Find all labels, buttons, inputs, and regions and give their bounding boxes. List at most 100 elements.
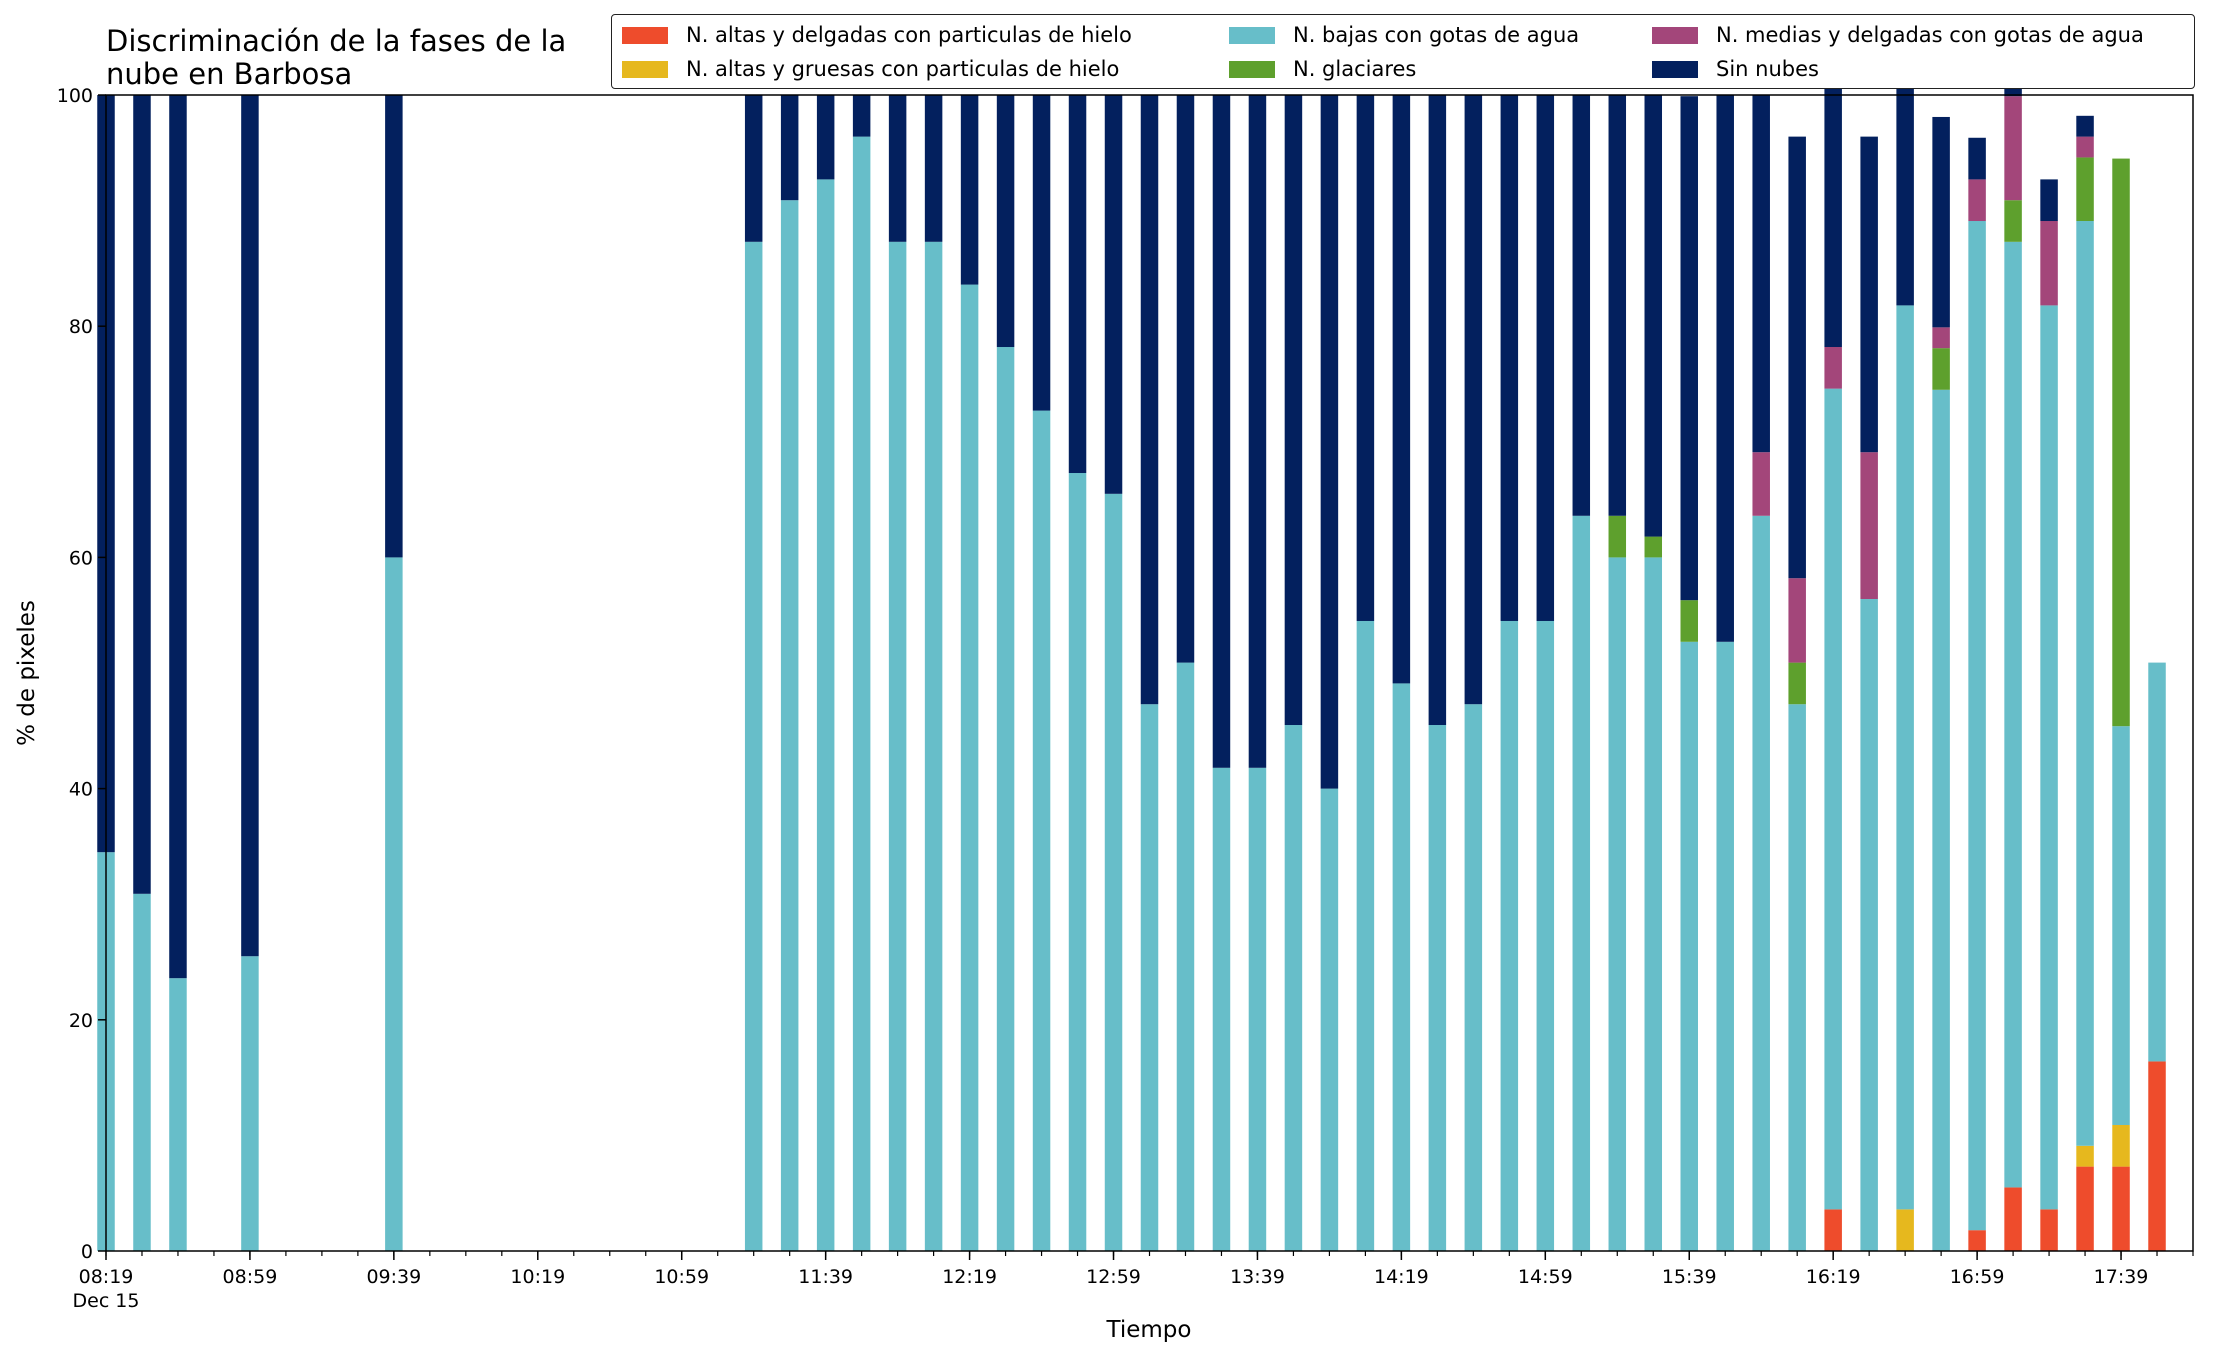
legend-label-4: N. glaciares bbox=[1293, 57, 1417, 81]
bar-segment bbox=[2076, 157, 2094, 221]
bar-segment bbox=[996, 347, 1015, 1251]
bar-segment bbox=[385, 95, 403, 558]
bar-segment bbox=[2076, 221, 2094, 1146]
bar-segment bbox=[1860, 599, 1878, 1251]
bar-segment bbox=[780, 95, 799, 201]
bar-segment bbox=[1968, 137, 1986, 180]
bar-segment bbox=[1464, 95, 1483, 705]
bar-segment bbox=[1968, 179, 1986, 222]
bar-segment bbox=[1932, 116, 1950, 328]
x-tick-label: 14:59 bbox=[1518, 1266, 1573, 1288]
bar-segment bbox=[1860, 452, 1878, 600]
bar-segment bbox=[1896, 305, 1914, 1210]
bar-segment bbox=[169, 95, 187, 979]
bar-segment bbox=[1860, 136, 1878, 453]
x-tick-label: 17:39 bbox=[2094, 1266, 2149, 1288]
bar-segment bbox=[1356, 95, 1375, 621]
bar-segment bbox=[133, 893, 151, 1251]
x-tick-label: 15:39 bbox=[1662, 1266, 1717, 1288]
bar-segment bbox=[241, 95, 259, 957]
bar-segment bbox=[1572, 95, 1591, 516]
legend-label-6: Sin nubes bbox=[1716, 57, 1819, 81]
bar-segment bbox=[385, 557, 403, 1251]
bar-segment bbox=[1896, 53, 1914, 306]
bar-segment bbox=[1392, 95, 1411, 684]
bar-segment bbox=[2112, 1166, 2130, 1251]
bar-segment bbox=[2004, 200, 2022, 242]
bar-segment bbox=[1788, 578, 1806, 663]
bar-segment bbox=[1680, 600, 1698, 642]
bar-segment bbox=[924, 241, 943, 1251]
legend-item-5: N. medias y delgadas con gotas de agua bbox=[1652, 21, 2144, 49]
bar-segment bbox=[1788, 704, 1806, 1251]
bar-segment bbox=[1248, 767, 1267, 1251]
bar-segment bbox=[2040, 305, 2058, 1210]
x-tick-label: 12:59 bbox=[1086, 1266, 1141, 1288]
y-tick-label: 0 bbox=[81, 1241, 93, 1263]
bar-segment bbox=[1968, 221, 1986, 1231]
x-tick-sublabel: Dec 15 bbox=[73, 1290, 140, 1312]
y-axis: 0 20 40 60 80 100 bbox=[57, 85, 106, 1263]
bar-segment bbox=[1428, 725, 1447, 1251]
bar-segment bbox=[1320, 788, 1339, 1251]
bar-segment bbox=[1608, 95, 1627, 516]
x-tick-label: 13:39 bbox=[1230, 1266, 1285, 1288]
bar-segment bbox=[816, 95, 835, 180]
bar-segment bbox=[852, 95, 871, 137]
bar-segment bbox=[2112, 158, 2130, 727]
bar-segment bbox=[744, 95, 763, 242]
legend-swatch-5 bbox=[1652, 26, 1698, 44]
bar-segment bbox=[1968, 1230, 1986, 1251]
legend-item-6: Sin nubes bbox=[1652, 55, 1819, 83]
bar-segment bbox=[2004, 96, 2022, 201]
bar-segment bbox=[133, 95, 151, 894]
bar-segment bbox=[1212, 95, 1231, 768]
bar-segment bbox=[2112, 1125, 2130, 1167]
y-tick-label: 80 bbox=[69, 316, 93, 338]
x-tick-label: 10:19 bbox=[510, 1266, 565, 1288]
legend-label-1: N. altas y delgadas con particulas de hi… bbox=[686, 23, 1132, 47]
bar-segment bbox=[888, 95, 907, 242]
bar-segment bbox=[2076, 1166, 2094, 1251]
bar-segment bbox=[2040, 179, 2058, 222]
bar-segment bbox=[1140, 704, 1159, 1251]
bar-segment bbox=[1140, 95, 1159, 705]
legend-swatch-4 bbox=[1229, 60, 1275, 78]
bar-segment bbox=[1212, 767, 1231, 1251]
bar-segment bbox=[2004, 241, 2022, 1188]
legend-item-1: N. altas y delgadas con particulas de hi… bbox=[622, 21, 1132, 49]
legend-label-3: N. bajas con gotas de agua bbox=[1293, 23, 1580, 47]
bar-segment bbox=[1104, 493, 1123, 1251]
bar-segment bbox=[1428, 95, 1447, 726]
bar-segment bbox=[1572, 515, 1591, 1251]
chart-title-line-1: Discriminación de la fases de la bbox=[106, 24, 566, 58]
bar-segment bbox=[2076, 136, 2094, 158]
legend-item-3: N. bajas con gotas de agua bbox=[1229, 21, 1579, 49]
x-tick-label: 14:19 bbox=[1374, 1266, 1429, 1288]
bar-segment bbox=[1932, 348, 1950, 390]
bar-segment bbox=[169, 978, 187, 1251]
x-tick-label: 09:39 bbox=[366, 1266, 421, 1288]
bar-segment bbox=[2076, 115, 2094, 137]
bar-segment bbox=[1608, 515, 1627, 558]
legend-item-2: N. altas y gruesas con particulas de hie… bbox=[622, 55, 1119, 83]
legend-label-5: N. medias y delgadas con gotas de agua bbox=[1716, 23, 2144, 47]
bar-segment bbox=[1536, 620, 1555, 1251]
bar-segment bbox=[1248, 95, 1267, 768]
x-axis-label: Tiempo bbox=[1106, 1317, 1192, 1343]
bar-segment bbox=[2148, 662, 2166, 1062]
bar-segment bbox=[1176, 95, 1195, 663]
bar-segment bbox=[1464, 704, 1483, 1251]
bar-segment bbox=[2004, 1187, 2022, 1251]
bar-segment bbox=[960, 95, 979, 285]
bar-segment bbox=[1068, 95, 1087, 474]
legend-item-4: N. glaciares bbox=[1229, 55, 1416, 83]
bar-segment bbox=[241, 956, 259, 1251]
bar-segment bbox=[1032, 410, 1051, 1252]
bar-segment bbox=[1104, 95, 1123, 494]
x-tick-label: 08:59 bbox=[223, 1266, 278, 1288]
legend-swatch-1 bbox=[622, 26, 668, 44]
bar-segment bbox=[1500, 95, 1519, 621]
